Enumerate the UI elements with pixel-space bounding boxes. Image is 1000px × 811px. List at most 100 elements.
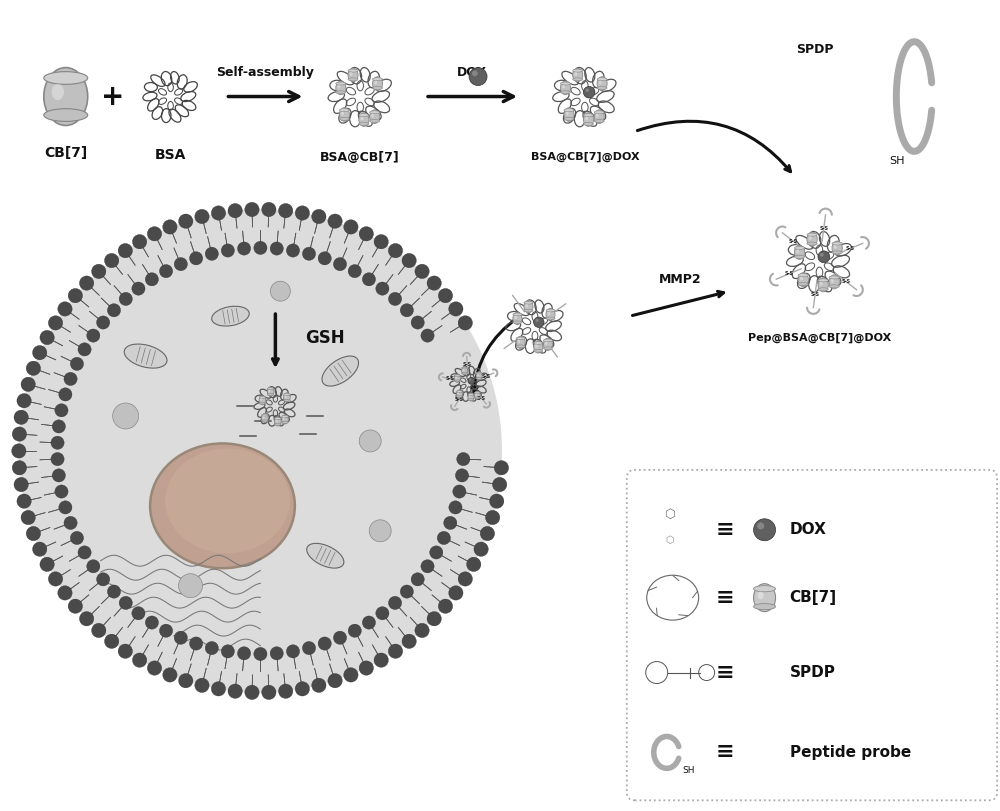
Circle shape: [427, 276, 441, 290]
Circle shape: [468, 377, 475, 384]
Ellipse shape: [526, 304, 528, 307]
Text: BSA@CB[7]@DOX: BSA@CB[7]@DOX: [531, 152, 639, 161]
Circle shape: [205, 642, 218, 654]
Text: S-S: S-S: [789, 238, 798, 243]
Circle shape: [79, 276, 94, 290]
Circle shape: [585, 88, 589, 92]
Ellipse shape: [597, 78, 607, 81]
Circle shape: [388, 292, 402, 306]
Ellipse shape: [794, 246, 805, 260]
Ellipse shape: [322, 356, 359, 386]
Text: S-S: S-S: [846, 246, 855, 251]
Ellipse shape: [534, 350, 543, 352]
Circle shape: [421, 560, 434, 573]
Circle shape: [87, 560, 100, 573]
Ellipse shape: [829, 285, 839, 288]
Circle shape: [818, 251, 830, 263]
Ellipse shape: [513, 312, 522, 324]
Ellipse shape: [284, 393, 290, 402]
Circle shape: [97, 316, 110, 329]
Circle shape: [490, 494, 504, 508]
Circle shape: [270, 242, 283, 255]
Ellipse shape: [534, 341, 543, 353]
Ellipse shape: [794, 255, 805, 259]
Ellipse shape: [285, 396, 287, 398]
Circle shape: [437, 531, 450, 544]
Ellipse shape: [468, 393, 474, 401]
Circle shape: [458, 572, 472, 586]
Circle shape: [189, 637, 203, 650]
Ellipse shape: [284, 393, 290, 396]
Circle shape: [348, 264, 361, 277]
Circle shape: [254, 647, 267, 661]
Circle shape: [312, 209, 326, 224]
Ellipse shape: [372, 87, 383, 89]
Ellipse shape: [456, 391, 462, 393]
Ellipse shape: [267, 387, 274, 397]
Text: S-S: S-S: [477, 396, 486, 401]
Circle shape: [359, 226, 374, 241]
Circle shape: [262, 202, 276, 217]
Circle shape: [494, 461, 509, 475]
Ellipse shape: [794, 247, 805, 250]
Circle shape: [469, 379, 471, 380]
Text: S-S: S-S: [446, 376, 455, 381]
Circle shape: [270, 646, 283, 660]
Circle shape: [159, 624, 173, 637]
Ellipse shape: [515, 315, 517, 319]
Circle shape: [415, 264, 429, 278]
Circle shape: [449, 501, 462, 514]
Circle shape: [453, 485, 466, 498]
Ellipse shape: [546, 309, 555, 312]
Circle shape: [12, 461, 27, 475]
Circle shape: [411, 573, 424, 586]
Text: ⬡: ⬡: [665, 534, 674, 545]
Circle shape: [492, 478, 507, 491]
Circle shape: [104, 253, 119, 268]
Circle shape: [78, 546, 91, 559]
Circle shape: [237, 646, 251, 660]
Ellipse shape: [456, 396, 462, 397]
Ellipse shape: [348, 68, 358, 82]
Circle shape: [359, 430, 381, 452]
Circle shape: [411, 316, 424, 329]
Circle shape: [205, 247, 218, 260]
Circle shape: [467, 557, 481, 572]
Circle shape: [113, 403, 139, 429]
Circle shape: [163, 667, 177, 682]
Circle shape: [12, 427, 27, 441]
Ellipse shape: [518, 340, 520, 343]
Ellipse shape: [261, 414, 268, 423]
Ellipse shape: [807, 242, 817, 245]
Ellipse shape: [336, 81, 346, 95]
Text: S-S: S-S: [454, 397, 463, 402]
Ellipse shape: [282, 415, 288, 424]
Circle shape: [362, 272, 376, 286]
Text: ≡: ≡: [715, 520, 734, 540]
Ellipse shape: [573, 68, 583, 82]
Ellipse shape: [284, 399, 290, 401]
Circle shape: [174, 258, 187, 271]
Ellipse shape: [267, 393, 274, 396]
Circle shape: [388, 596, 402, 610]
Text: BSA: BSA: [155, 148, 186, 162]
Ellipse shape: [545, 341, 548, 345]
Ellipse shape: [560, 81, 570, 95]
Circle shape: [179, 214, 193, 229]
Circle shape: [21, 510, 35, 525]
Circle shape: [254, 241, 267, 255]
Ellipse shape: [516, 345, 525, 348]
Ellipse shape: [307, 543, 344, 569]
Ellipse shape: [374, 80, 377, 84]
Circle shape: [376, 282, 389, 295]
Ellipse shape: [474, 391, 480, 399]
Circle shape: [485, 510, 500, 525]
Ellipse shape: [820, 281, 823, 285]
Ellipse shape: [560, 82, 570, 85]
Text: BSA@CB[7]: BSA@CB[7]: [320, 152, 400, 165]
Circle shape: [376, 607, 389, 620]
Ellipse shape: [336, 91, 346, 94]
Ellipse shape: [259, 402, 266, 404]
Circle shape: [295, 682, 310, 696]
Ellipse shape: [361, 117, 363, 120]
